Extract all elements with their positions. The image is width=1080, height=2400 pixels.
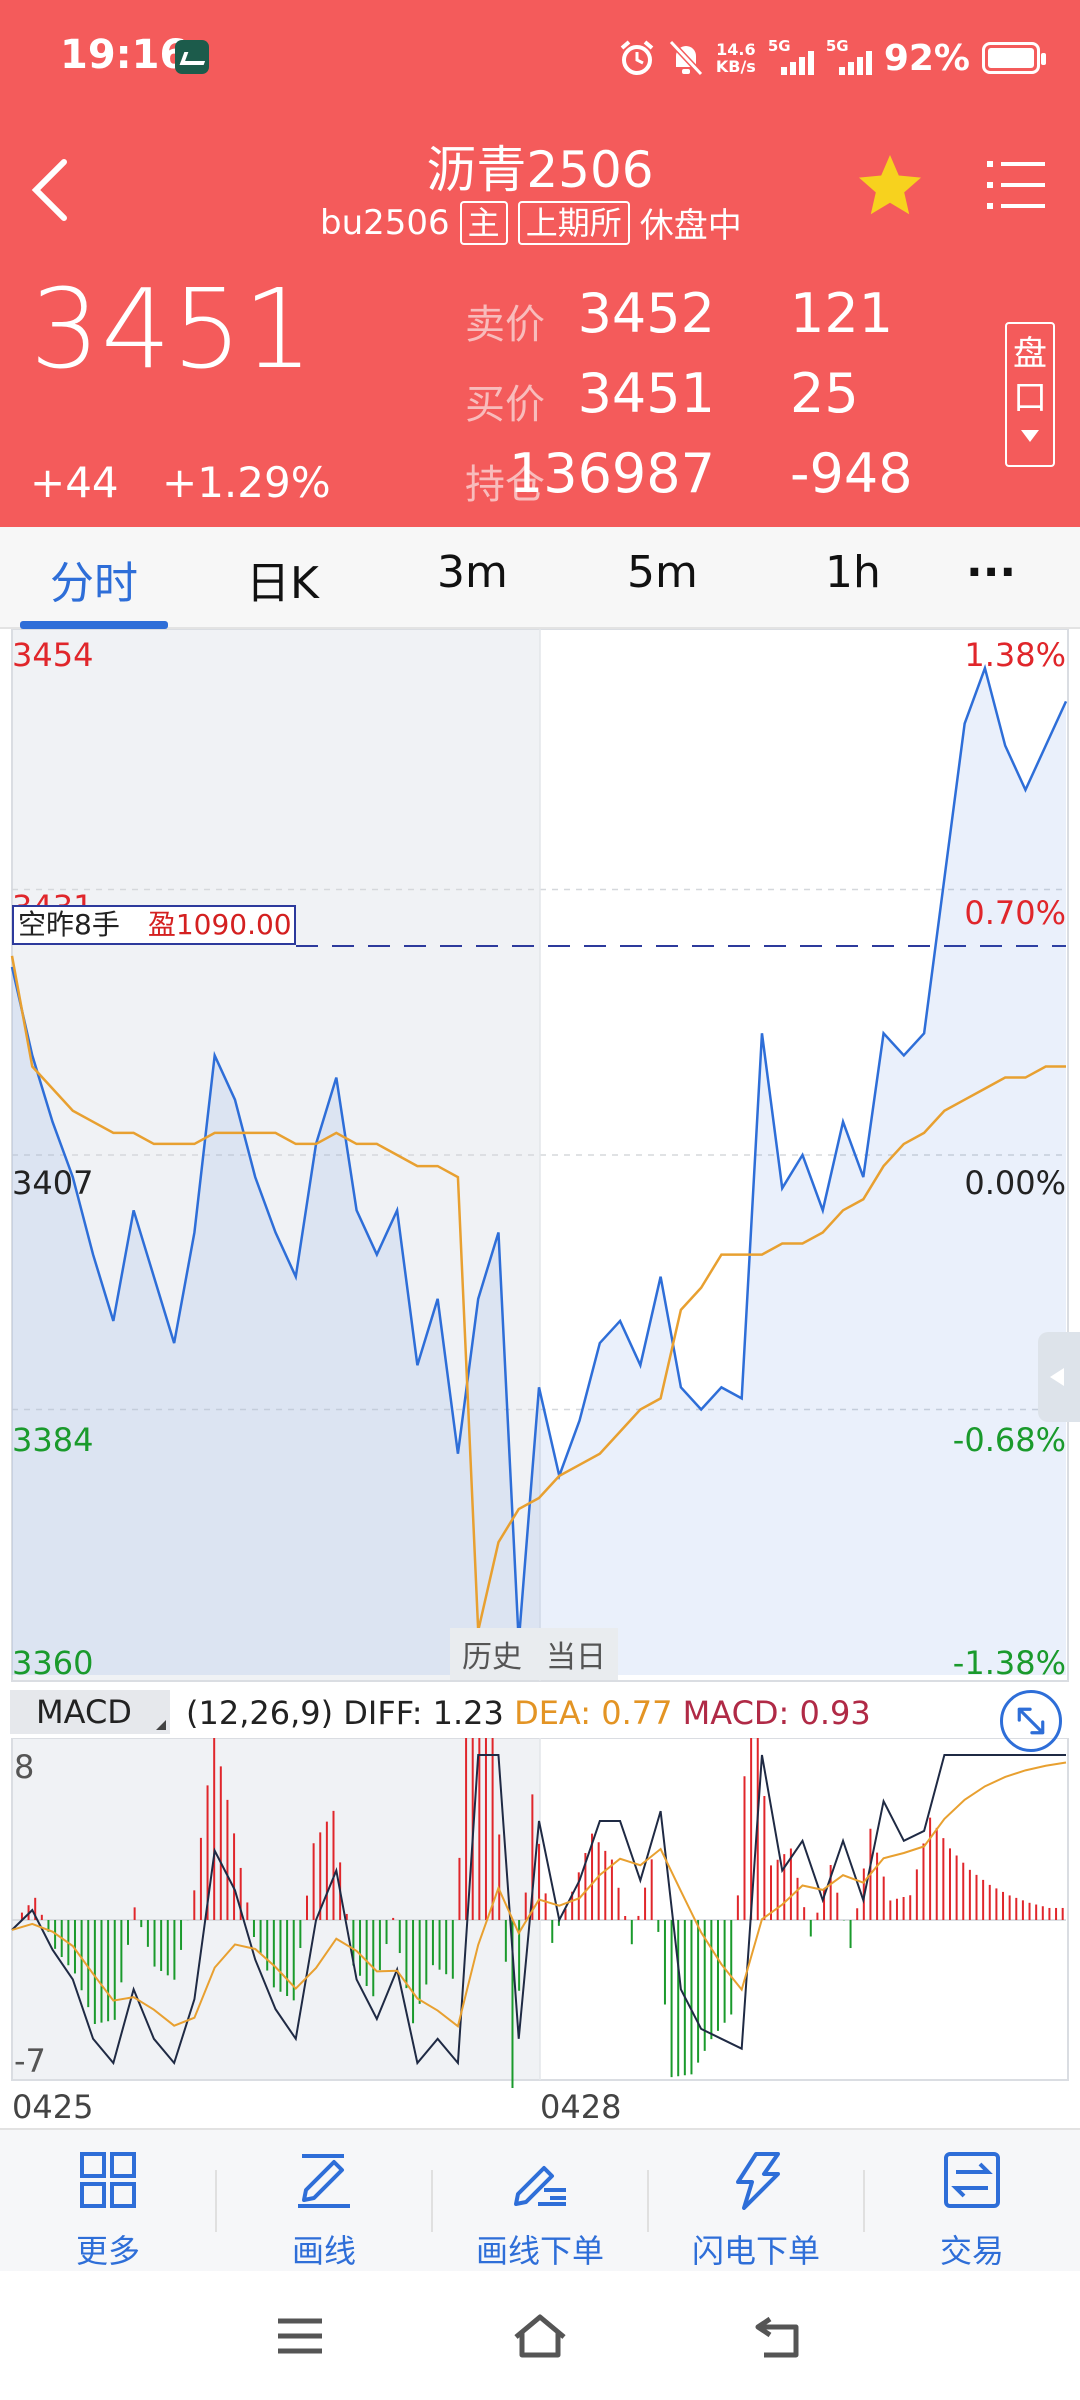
ask-price: 3452 — [577, 282, 715, 345]
pct-label-zero: 0.00% — [964, 1164, 1066, 1202]
bid-label: 买价 — [465, 382, 545, 428]
toolbar-divider — [431, 2170, 433, 2232]
bid-volume: 25 — [790, 362, 859, 425]
signal-5g-1-icon: 5G — [768, 37, 814, 75]
net-speed: 14.6 KB/s — [715, 40, 756, 76]
indicator-select[interactable]: MACD — [10, 1690, 170, 1734]
ask-row: 卖价 3452 121 — [465, 282, 985, 348]
draw-order-button[interactable]: 画线下单 — [432, 2130, 648, 2273]
active-tab-indicator — [20, 621, 168, 629]
open-interest-change: -948 — [790, 442, 913, 505]
bottom-toolbar: 更多 画线 画线下单 闪电下单 交易 — [0, 2128, 1080, 2271]
side-panel-handle[interactable] — [1038, 1332, 1080, 1422]
grid-icon — [80, 2152, 136, 2208]
page-title: 沥青2506 — [426, 141, 654, 199]
date-label-2: 0428 — [540, 2088, 622, 2126]
avg-price-line — [10, 955, 1066, 1632]
ask-label: 卖价 — [465, 302, 545, 348]
open-interest-value: 136987 — [508, 442, 715, 505]
session-status: 休盘中 — [639, 206, 742, 246]
bid-row: 买价 3451 25 — [465, 362, 985, 428]
y-label-low: 3360 — [12, 1644, 94, 1682]
date-label-1: 0425 — [12, 2088, 94, 2126]
pencil-icon — [298, 2154, 350, 2208]
chevron-down-icon — [1021, 430, 1039, 442]
session-labels: 历史 当日 — [450, 1628, 618, 1680]
pct-label-upper: 0.70% — [964, 894, 1066, 932]
status-icons: 14.6 KB/s 5G 5G 92% — [618, 28, 1046, 88]
ask-volume: 121 — [790, 282, 894, 345]
battery-percent: 92% — [883, 37, 970, 79]
system-nav-bar — [0, 2271, 1080, 2400]
tab-3m[interactable]: 3m — [437, 547, 508, 598]
menu-list-icon[interactable] — [985, 155, 1047, 215]
exchange-tag: 上期所 — [517, 200, 630, 245]
position-summary[interactable]: 空昨8手 盈1090.00 — [12, 905, 296, 945]
macd-header: MACD (12,26,9) DIFF: 1.23 DEA: 0.77 MACD… — [0, 1688, 1080, 1738]
toolbar-divider — [215, 2170, 217, 2232]
status-bar: 19:16 14.6 KB/s 5G — [0, 0, 1080, 115]
pct-label-high: 1.38% — [964, 636, 1066, 674]
expand-icon[interactable] — [1000, 1690, 1062, 1752]
bid-price: 3451 — [577, 362, 715, 425]
header: 19:16 14.6 KB/s 5G — [0, 0, 1080, 527]
draw-line-button[interactable]: 画线 — [216, 2130, 432, 2273]
pct-label-low: -1.38% — [952, 1644, 1066, 1682]
tab-intraday[interactable]: 分时 — [50, 558, 138, 609]
position-profit: 盈1090.00 — [147, 908, 292, 941]
price-line — [10, 664, 1068, 1642]
contract-info: bu2506 主 上期所 休盘中 — [320, 198, 742, 247]
signal-5g-2-icon: 5G — [826, 37, 872, 75]
tab-more[interactable]: ··· — [966, 547, 1017, 598]
intraday-chart[interactable] — [0, 629, 1080, 1689]
open-interest-row: 持仓 136987 -948 — [465, 442, 985, 508]
price-change-pct: +1.29% — [162, 458, 331, 507]
battery-icon — [982, 42, 1046, 74]
macd-history-bg — [12, 1738, 540, 2080]
macd-chart[interactable] — [0, 1738, 1080, 2088]
open-interest-label: 持仓 — [465, 462, 545, 508]
price-area — [12, 668, 1066, 1675]
position-text: 空昨8手 — [18, 908, 120, 941]
macd-max-label: 8 — [14, 1748, 35, 1786]
order-book-toggle[interactable]: 盘 口 — [1005, 322, 1055, 467]
status-time: 19:16 — [60, 32, 188, 78]
lightning-icon — [736, 2152, 780, 2210]
home-icon[interactable] — [510, 2311, 570, 2361]
last-price: 3451 — [30, 265, 314, 393]
flash-order-button[interactable]: 闪电下单 — [648, 2130, 864, 2273]
back-arrow-icon[interactable] — [22, 150, 82, 230]
toolbar-divider — [647, 2170, 649, 2232]
toolbar-divider — [863, 2170, 865, 2232]
today-label[interactable]: 当日 — [534, 1628, 618, 1680]
price-change: +44 — [30, 458, 119, 507]
y-label-high: 3454 — [12, 636, 94, 674]
period-tabs: 分时 日K 3m 5m 1h ··· — [0, 527, 1080, 629]
back-nav-icon[interactable] — [750, 2311, 810, 2361]
macd-values: (12,26,9) DIFF: 1.23 DEA: 0.77 MACD: 0.9… — [186, 1694, 871, 1732]
main-contract-tag: 主 — [459, 200, 508, 245]
tab-5m[interactable]: 5m — [627, 547, 698, 598]
pct-label-lower: -0.68% — [952, 1421, 1066, 1459]
favorite-star-icon[interactable] — [855, 150, 925, 220]
draw-order-icon — [514, 2166, 566, 2206]
y-label-prev-settle: 3407 — [12, 1164, 94, 1202]
tab-1h[interactable]: 1h — [825, 547, 881, 598]
app-notification-icon — [175, 40, 209, 74]
macd-dea-line — [11, 1761, 1067, 2029]
alarm-icon — [620, 40, 654, 75]
tab-daily-k[interactable]: 日K — [246, 558, 319, 609]
y-label-lower: 3384 — [12, 1421, 94, 1459]
trade-button[interactable]: 交易 — [864, 2130, 1080, 2273]
recent-apps-icon[interactable] — [270, 2311, 330, 2361]
macd-min-label: -7 — [14, 2042, 46, 2080]
more-button[interactable]: 更多 — [0, 2130, 216, 2273]
mute-bell-icon — [668, 39, 704, 77]
history-label[interactable]: 历史 — [450, 1628, 534, 1680]
trade-icon — [944, 2152, 1000, 2208]
symbol-code: bu2506 — [320, 202, 450, 243]
